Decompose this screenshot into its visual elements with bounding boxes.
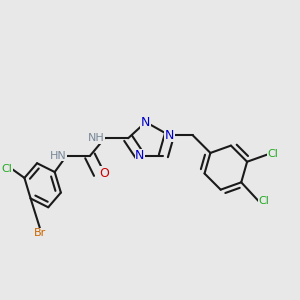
Text: Cl: Cl — [1, 164, 12, 174]
Text: NH: NH — [88, 133, 105, 143]
Text: Br: Br — [34, 228, 46, 239]
Text: Cl: Cl — [259, 196, 270, 206]
Text: N: N — [135, 149, 145, 162]
Text: N: N — [141, 116, 151, 129]
Text: N: N — [165, 129, 174, 142]
Text: HN: HN — [50, 151, 66, 161]
Text: O: O — [99, 167, 109, 180]
Text: Cl: Cl — [268, 149, 279, 159]
